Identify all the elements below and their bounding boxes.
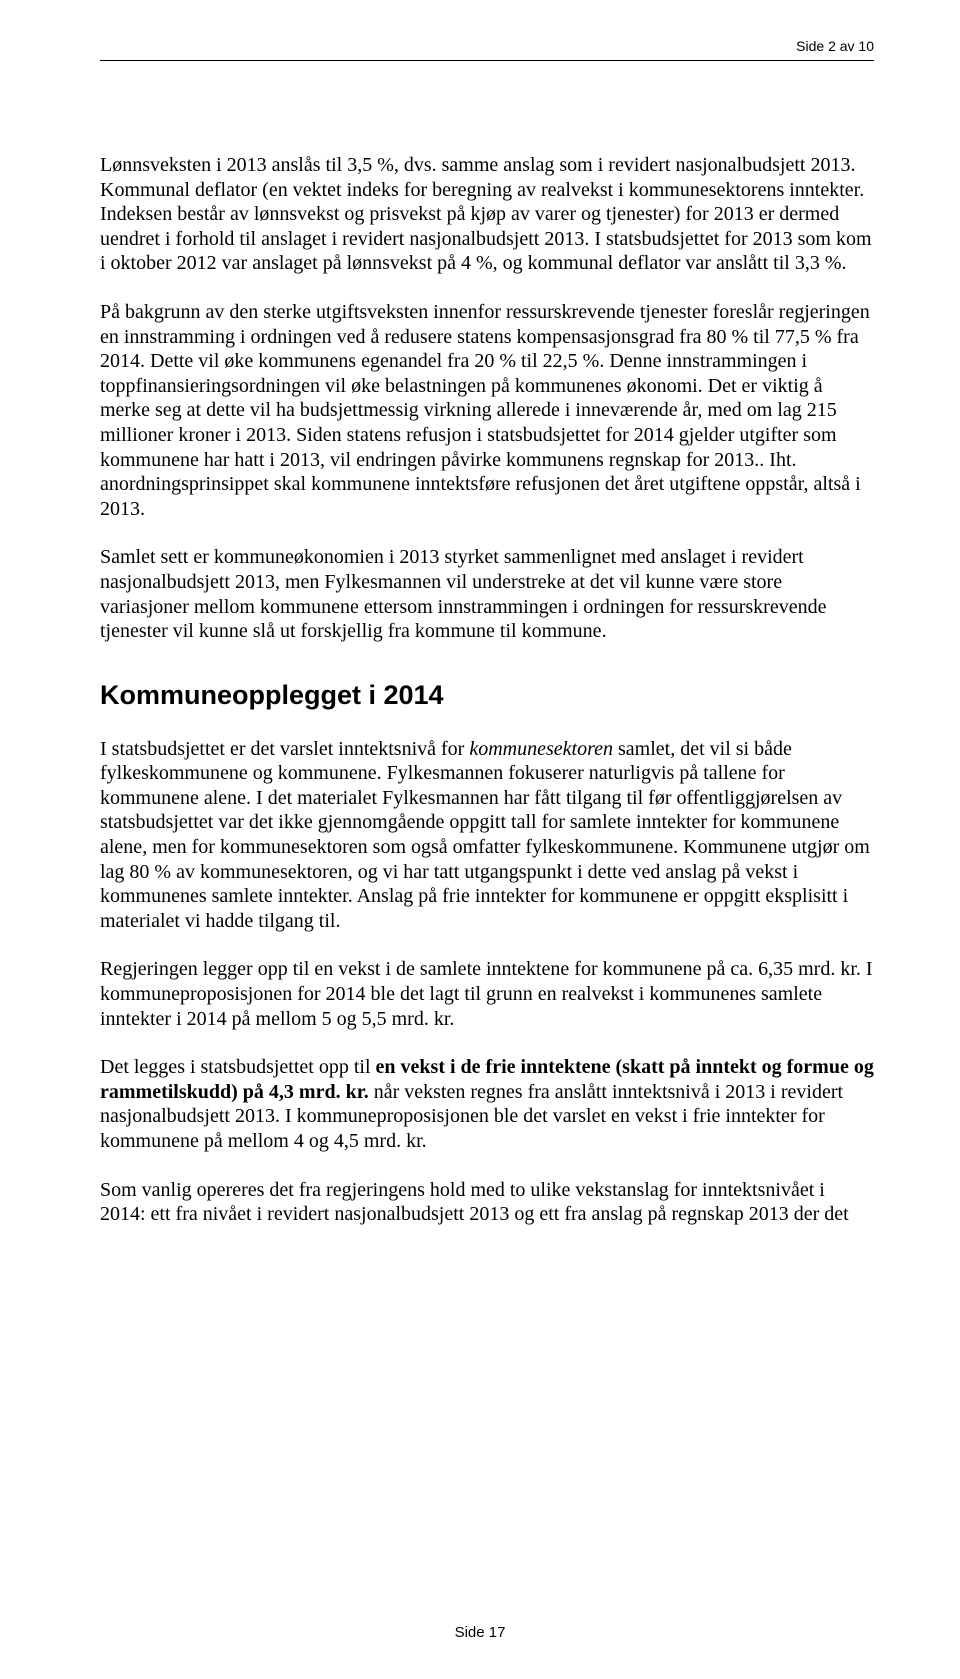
paragraph: Samlet sett er kommuneøkonomien i 2013 s…: [100, 545, 874, 643]
italic-text: kommunesektoren: [469, 738, 613, 760]
paragraph: Som vanlig opereres det fra regjeringens…: [100, 1178, 874, 1227]
paragraph: I statsbudsjettet er det varslet inntekt…: [100, 737, 874, 934]
text-run: Det legges i statsbudsjettet opp til: [100, 1056, 376, 1078]
text-run: samlet, det vil si både fylkeskommunene …: [100, 738, 870, 932]
page-footer: Side 17: [0, 1624, 960, 1641]
paragraph: Det legges i statsbudsjettet opp til en …: [100, 1055, 874, 1153]
paragraph: På bakgrunn av den sterke utgiftsveksten…: [100, 300, 874, 521]
text-run: I statsbudsjettet er det varslet inntekt…: [100, 738, 469, 760]
header-rule: [100, 60, 874, 61]
document-body: Lønnsveksten i 2013 anslås til 3,5 %, dv…: [100, 153, 874, 1227]
paragraph: Regjeringen legger opp til en vekst i de…: [100, 957, 874, 1031]
section-heading: Kommuneopplegget i 2014: [100, 680, 874, 711]
page-header-label: Side 2 av 10: [100, 38, 874, 60]
paragraph: Lønnsveksten i 2013 anslås til 3,5 %, dv…: [100, 153, 874, 276]
